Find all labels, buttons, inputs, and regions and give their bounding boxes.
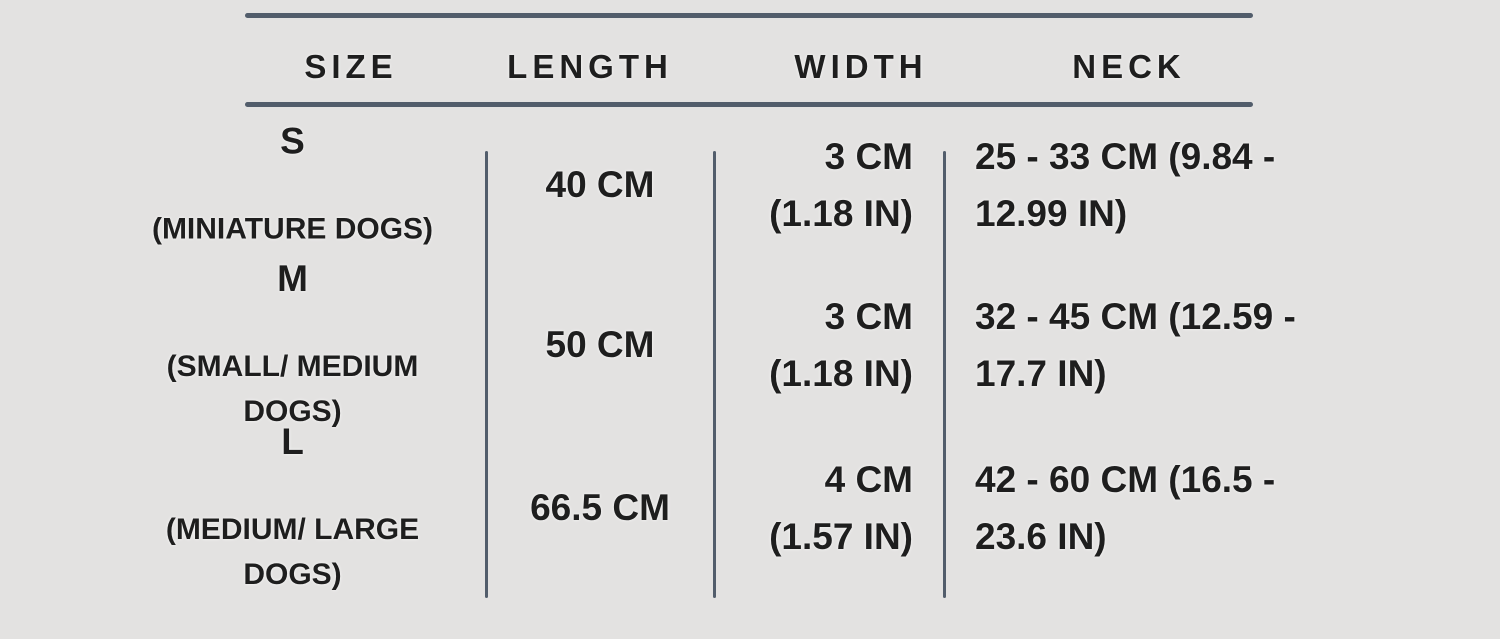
- column-header-length: LENGTH: [507, 48, 673, 85]
- size-letter: M: [277, 258, 308, 299]
- size-cell: M (SMALL/ MEDIUM DOGS): [100, 214, 485, 476]
- table-row: S (MINIATURE DOGS) 40 CM 3 CM (1.18 IN) …: [0, 105, 1500, 265]
- size-letter: L: [281, 421, 304, 462]
- length-cell: 66.5 CM: [530, 487, 670, 528]
- neck-cell: 42 - 60 CM (16.5 - 23.6 IN): [975, 459, 1276, 557]
- size-description: (MEDIUM/ LARGE DOGS): [165, 513, 420, 591]
- column-divider-3: [943, 151, 946, 598]
- size-letter: S: [280, 120, 305, 162]
- length-cell: 40 CM: [545, 164, 655, 205]
- length-cell: 50 CM: [545, 324, 655, 365]
- size-cell: L (MEDIUM/ LARGE DOGS): [100, 377, 485, 639]
- table-row: M (SMALL/ MEDIUM DOGS) 50 CM 3 CM (1.18 …: [0, 258, 1500, 428]
- width-cell: 3 CM (1.18 IN): [769, 296, 913, 394]
- size-chart: SIZE LENGTH WIDTH NECK S (MINIATURE DOGS…: [0, 13, 1500, 598]
- size-description: (MINIATURE DOGS): [151, 212, 434, 246]
- column-header-width: WIDTH: [794, 48, 928, 85]
- width-cell: 4 CM (1.57 IN): [769, 459, 913, 557]
- column-divider-1: [485, 151, 488, 598]
- column-divider-2: [713, 151, 716, 598]
- neck-cell: 25 - 33 CM (9.84 - 12.99 IN): [975, 136, 1276, 234]
- column-header-neck: NECK: [1072, 48, 1186, 85]
- size-description: (SMALL/ MEDIUM DOGS): [166, 350, 419, 428]
- size-cell: S (MINIATURE DOGS): [100, 77, 485, 294]
- neck-cell: 32 - 45 CM (12.59 - 17.7 IN): [975, 296, 1296, 394]
- table-row: L (MEDIUM/ LARGE DOGS) 66.5 CM 4 CM (1.5…: [0, 421, 1500, 591]
- header-bottom-rule: [245, 102, 1253, 107]
- column-header-size: SIZE: [304, 48, 398, 85]
- header-top-rule: [245, 13, 1253, 18]
- width-cell: 3 CM (1.18 IN): [769, 136, 913, 234]
